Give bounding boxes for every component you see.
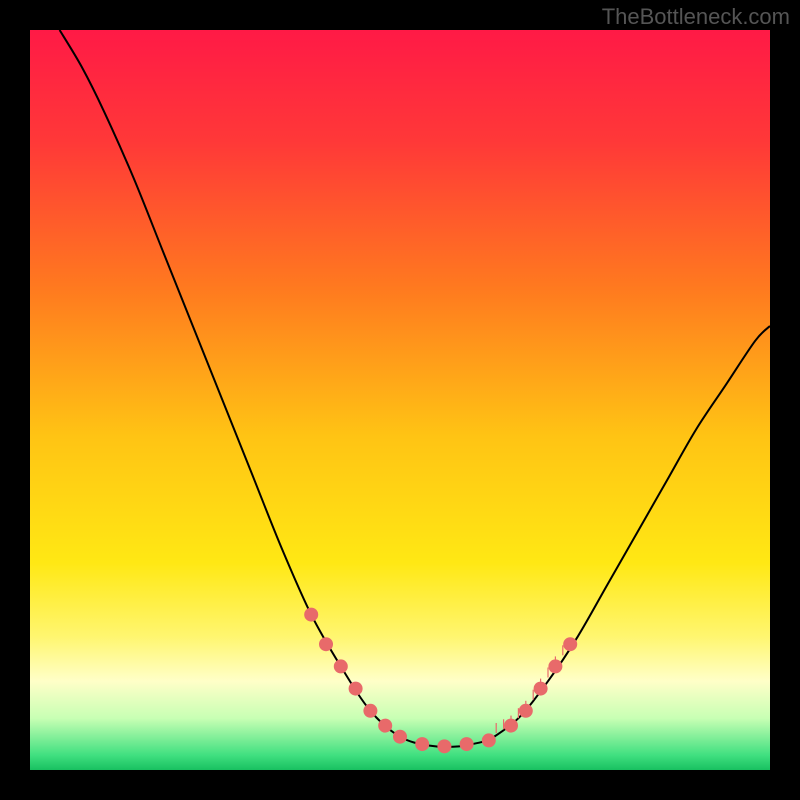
watermark-text: TheBottleneck.com (602, 4, 790, 30)
data-marker (378, 719, 392, 733)
data-marker (415, 737, 429, 751)
data-marker (563, 637, 577, 651)
plot-area (30, 30, 770, 770)
data-marker (437, 739, 451, 753)
data-marker (534, 682, 548, 696)
data-marker (304, 608, 318, 622)
data-marker (319, 637, 333, 651)
chart-svg (30, 30, 770, 770)
data-marker (482, 733, 496, 747)
gradient-background (30, 30, 770, 770)
data-marker (393, 730, 407, 744)
data-marker (349, 682, 363, 696)
data-marker (334, 659, 348, 673)
chart-container: TheBottleneck.com (0, 0, 800, 800)
data-marker (363, 704, 377, 718)
data-marker (460, 737, 474, 751)
data-marker (504, 719, 518, 733)
data-marker (548, 659, 562, 673)
data-marker (519, 704, 533, 718)
